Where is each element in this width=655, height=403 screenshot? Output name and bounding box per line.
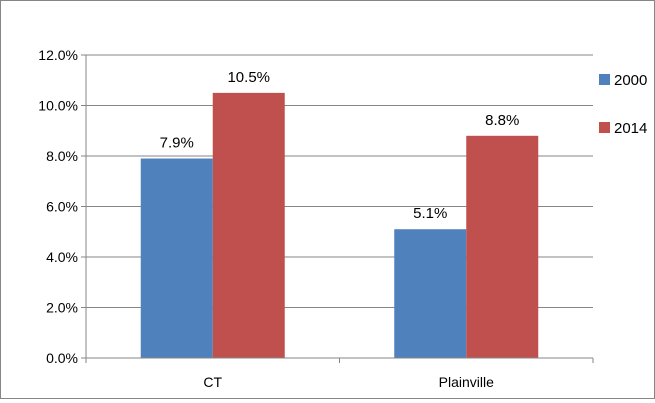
bar-value-label: 10.5% — [227, 69, 270, 86]
legend-swatch — [599, 74, 610, 85]
y-tick-label: 4.0% — [46, 249, 78, 265]
bar — [394, 229, 467, 358]
bar — [466, 135, 539, 358]
x-category-label: CT — [203, 374, 222, 390]
bar — [140, 158, 213, 358]
y-tick-label: 0.0% — [46, 350, 78, 366]
axes: 0.0% 2.0% 4.0% 6.0% 8.0% 10.0% 12.0% CT Plainvil… — [38, 47, 594, 390]
bars — [140, 92, 539, 358]
y-tick-label: 6.0% — [46, 199, 78, 215]
bar — [212, 92, 285, 358]
y-tick-label: 12.0% — [38, 47, 78, 63]
bar-value-label: 8.8% — [485, 112, 519, 129]
y-tick-label: 10.0% — [38, 98, 78, 114]
x-category-label: Plainville — [439, 374, 494, 390]
y-tick-label: 2.0% — [46, 300, 78, 316]
legend-label: 2000 — [614, 72, 647, 89]
bar-value-label: 7.9% — [160, 135, 194, 152]
legend: 2000 2014 — [599, 72, 647, 137]
legend-swatch — [599, 122, 610, 133]
bar-value-label: 5.1% — [413, 205, 447, 222]
data-labels: 7.9% 10.5% 5.1% 8.8% — [160, 69, 520, 222]
y-tick-label: 8.0% — [46, 148, 78, 164]
legend-label: 2014 — [614, 120, 647, 137]
